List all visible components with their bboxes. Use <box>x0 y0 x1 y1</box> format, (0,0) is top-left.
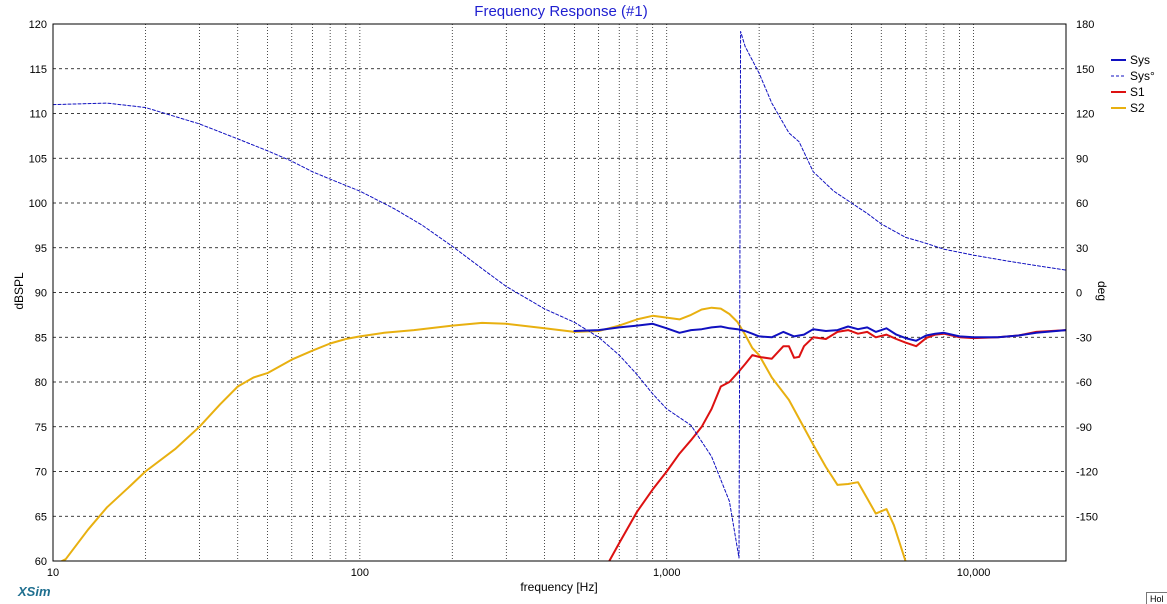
series-line-sys-phase <box>53 31 1066 559</box>
y2-tick-label: -150 <box>1076 511 1098 523</box>
x-tick-label: 1,000 <box>653 567 681 579</box>
y-tick-label: 90 <box>35 288 47 300</box>
x-axis-label: frequency [Hz] <box>520 580 597 594</box>
legend-entry[interactable]: Sys <box>1130 53 1150 67</box>
plot-frame <box>52 23 1067 562</box>
legend[interactable]: Sys Sys° S1 S2 <box>1111 53 1155 115</box>
y-tick-label: 65 <box>35 511 47 523</box>
y2-tick-label: 0 <box>1076 288 1082 300</box>
legend-entry[interactable]: Sys° <box>1130 69 1155 83</box>
y-tick-label: 95 <box>35 243 47 255</box>
y2-tick-label: 30 <box>1076 243 1088 255</box>
series-layer <box>53 31 1066 561</box>
x-axis: 10 100 1,000 10,000 <box>47 567 991 579</box>
chart-title: Frequency Response (#1) <box>474 3 647 20</box>
y2-tick-label: 120 <box>1076 109 1094 121</box>
y-tick-label: 70 <box>35 467 47 479</box>
x-tick-label: 10 <box>47 567 59 579</box>
y2-tick-label: 180 <box>1076 19 1094 31</box>
y-axis-right: -150 -120 -90 -60 -30 0 30 60 90 120 150 180 <box>1076 19 1098 523</box>
y2-tick-label: 90 <box>1076 153 1088 165</box>
x-tick-label: 100 <box>351 567 369 579</box>
y-axis-left: 60 65 70 75 80 85 90 95 100 105 110 115 120 <box>29 19 47 568</box>
y-tick-label: 120 <box>29 19 47 31</box>
y2-tick-label: -60 <box>1076 377 1092 389</box>
corner-tab[interactable]: Hol <box>1146 592 1167 604</box>
y-tick-label: 75 <box>35 422 47 434</box>
x-tick-label: 10,000 <box>957 567 991 579</box>
y2-tick-label: 60 <box>1076 198 1088 210</box>
y2-tick-label: 150 <box>1076 64 1094 76</box>
y-tick-label: 60 <box>35 556 47 568</box>
legend-entry[interactable]: S2 <box>1130 101 1145 115</box>
series-line-s1 <box>608 329 1066 561</box>
y-tick-label: 85 <box>35 332 47 344</box>
xsim-logo: XSim <box>18 584 51 599</box>
legend-entry[interactable]: S1 <box>1130 85 1145 99</box>
y-tick-label: 110 <box>29 109 47 121</box>
series-line-sys <box>573 322 1066 342</box>
y-tick-label: 115 <box>29 64 47 76</box>
y-axis-label: dBSPL <box>12 272 26 310</box>
y-tick-label: 80 <box>35 377 47 389</box>
y2-tick-label: -120 <box>1076 467 1098 479</box>
y-tick-label: 105 <box>29 153 47 165</box>
y2-tick-label: -90 <box>1076 422 1092 434</box>
series-line-s2 <box>59 306 907 561</box>
y-tick-label: 100 <box>29 198 47 210</box>
grid <box>53 24 1066 561</box>
y2-axis-label: deg <box>1095 281 1109 301</box>
y2-tick-label: -30 <box>1076 332 1092 344</box>
